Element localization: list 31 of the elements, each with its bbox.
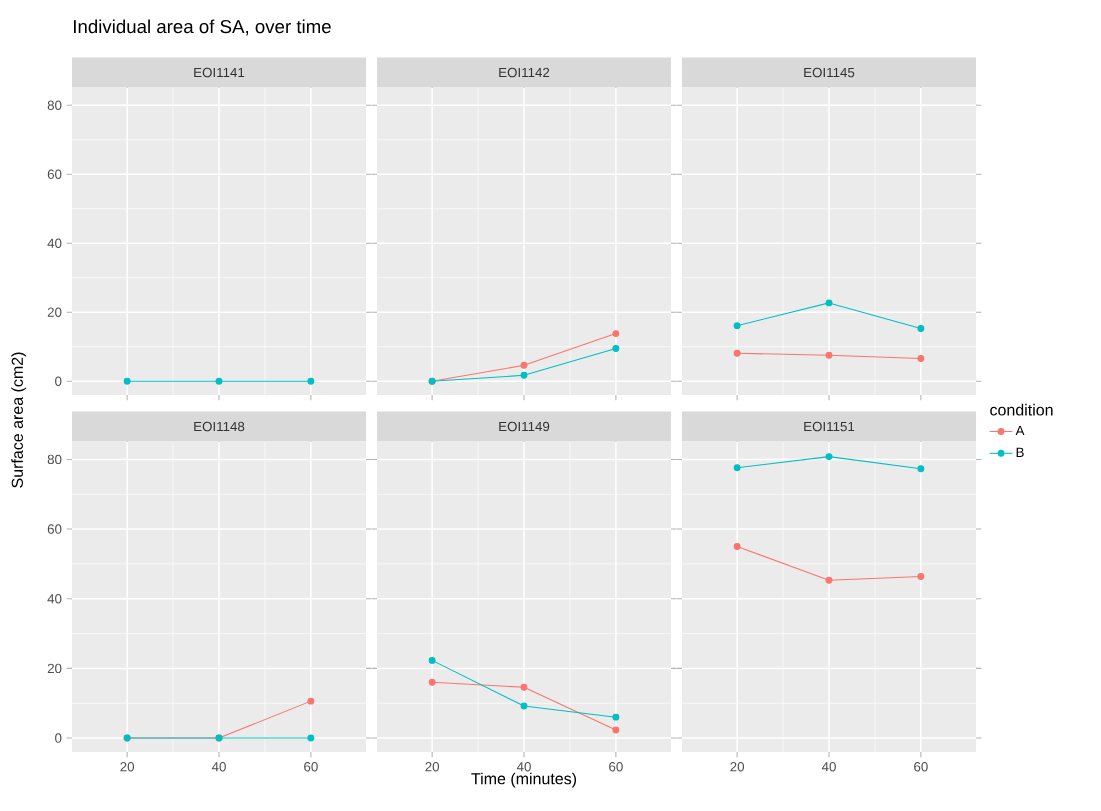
y-tick-label: 60 bbox=[47, 524, 62, 534]
y-tick-label: 0 bbox=[55, 733, 62, 743]
y-tick-label: 20 bbox=[47, 307, 62, 317]
x-tick-label: 60 bbox=[304, 762, 318, 772]
y-tick-label: 0 bbox=[55, 376, 62, 386]
chart-subtitle: EOI1148 bbox=[194, 421, 245, 432]
legend-title: condition bbox=[990, 403, 1053, 416]
y-tick-label: 20 bbox=[47, 663, 62, 674]
legend-label: A bbox=[1015, 425, 1025, 436]
y-tick-label: 60 bbox=[47, 169, 62, 179]
y-axis-title: Surface area (cm2) bbox=[11, 352, 27, 488]
y-tick-label: 40 bbox=[47, 594, 62, 604]
x-axis-title: Time (minutes) bbox=[471, 772, 577, 788]
x-tick-label: 60 bbox=[609, 762, 623, 772]
x-tick-label: 40 bbox=[516, 762, 531, 772]
y-tick-label: 40 bbox=[47, 238, 62, 248]
chart-subtitle: EOI1141 bbox=[194, 67, 245, 78]
x-tick-label: 40 bbox=[211, 762, 226, 772]
legend-label: B bbox=[1016, 447, 1024, 457]
chart-subtitle: EOI1142 bbox=[499, 67, 550, 78]
x-tick-label: 40 bbox=[821, 762, 836, 772]
x-tick-label: 20 bbox=[730, 762, 745, 772]
chart-subtitle: EOI1145 bbox=[804, 67, 855, 78]
y-tick-label: 80 bbox=[47, 454, 62, 465]
chart-subtitle: EOI1149 bbox=[499, 421, 550, 432]
x-tick-label: 20 bbox=[425, 762, 440, 772]
x-tick-label: 20 bbox=[120, 762, 135, 772]
x-tick-label: 60 bbox=[914, 762, 928, 772]
chart-title: Individual area of SA, over time bbox=[73, 19, 331, 36]
chart-subtitle: EOI1151 bbox=[804, 421, 855, 432]
y-tick-label: 80 bbox=[47, 100, 62, 110]
